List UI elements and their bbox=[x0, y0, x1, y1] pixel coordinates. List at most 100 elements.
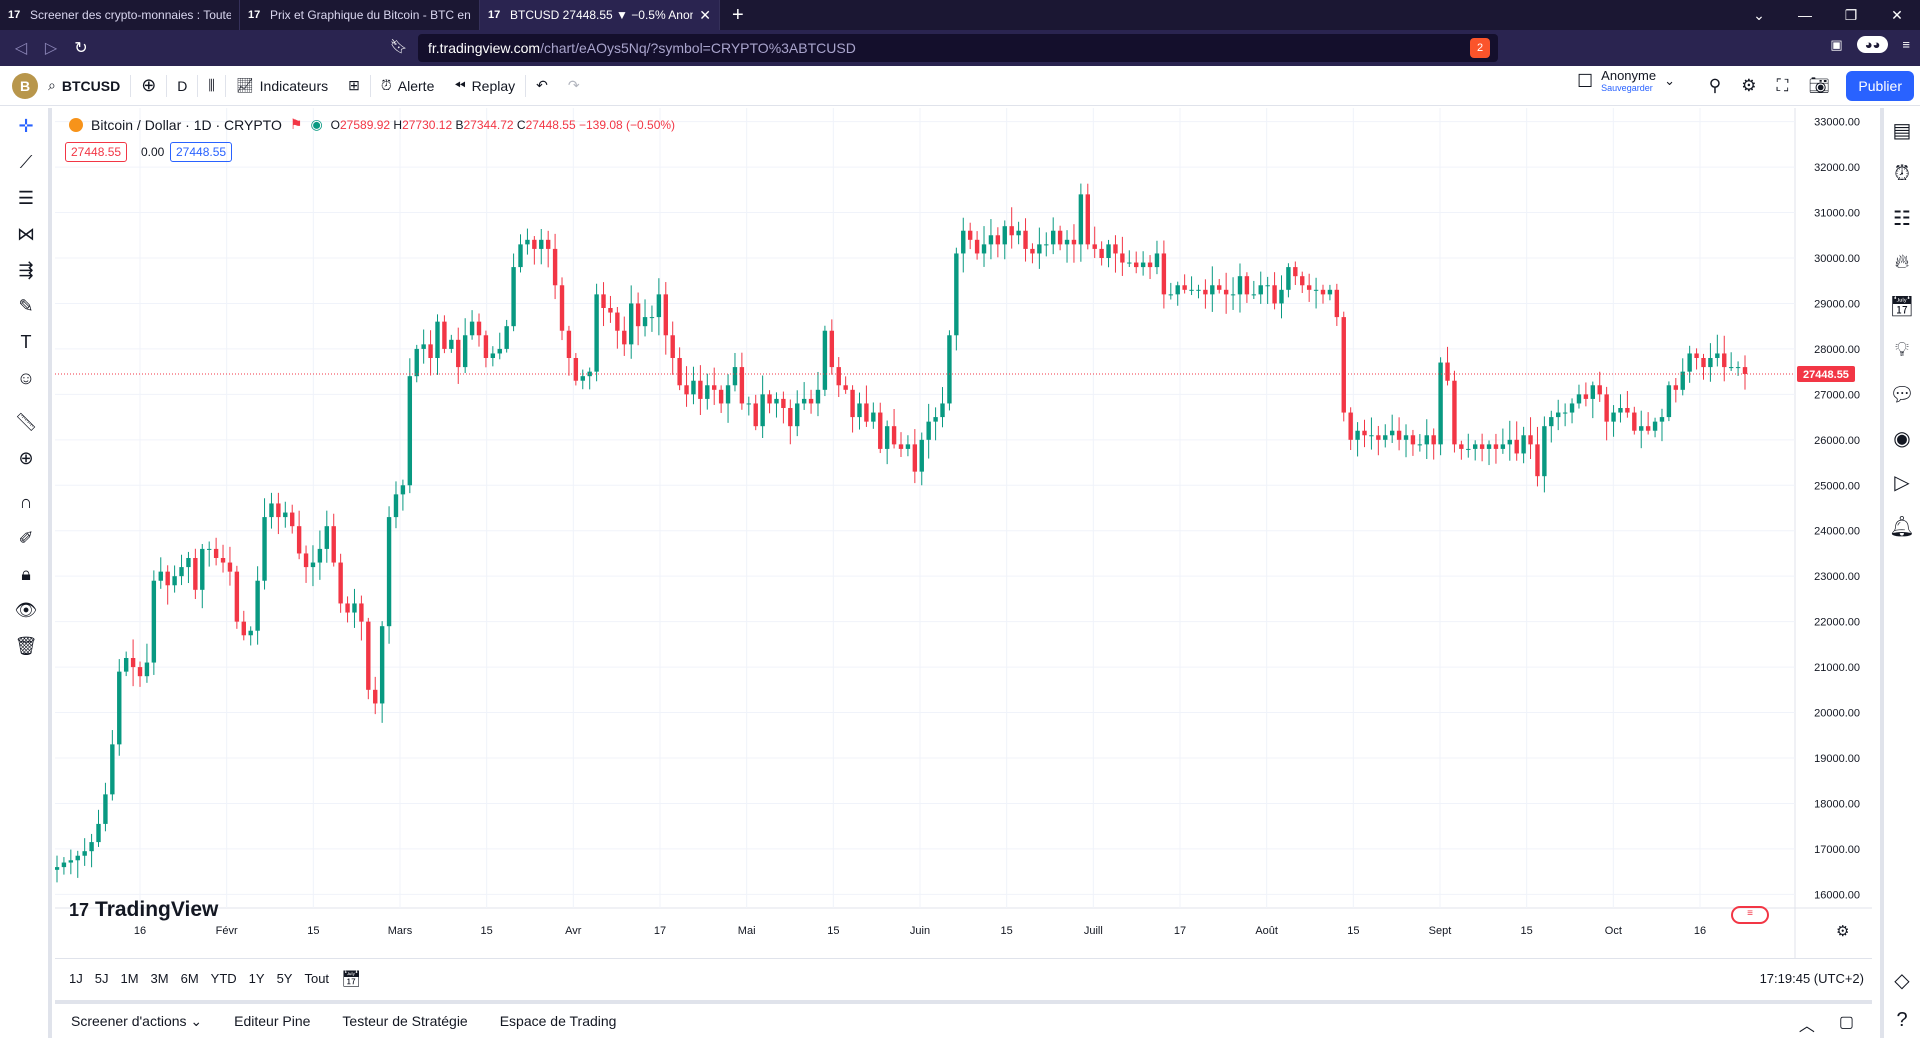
ideas-icon[interactable]: 💡︎ bbox=[1895, 338, 1909, 361]
forward-icon[interactable]: ▷ bbox=[44, 40, 58, 57]
brush-icon[interactable]: ✎ bbox=[18, 295, 34, 316]
flag-icon[interactable]: ⚑ bbox=[289, 116, 303, 132]
bell-icon[interactable]: 🔔︎ bbox=[1889, 515, 1915, 538]
trendline-icon[interactable]: ⟋ bbox=[19, 151, 33, 172]
new-tab-button[interactable]: + bbox=[732, 3, 744, 26]
broadcast-icon[interactable]: ▷ bbox=[1894, 471, 1910, 494]
layouts-button[interactable]: ⊞ bbox=[338, 66, 370, 106]
clock-timezone[interactable]: 17:19:45 (UTC+2) bbox=[1759, 971, 1864, 986]
gear-icon[interactable]: ⚙︎ bbox=[1741, 76, 1757, 95]
candle-body bbox=[179, 567, 184, 577]
tab-pine-editor[interactable]: Editeur Pine bbox=[234, 1013, 311, 1029]
stay-drawing-icon[interactable]: ✐ bbox=[18, 527, 34, 548]
fullscreen-icon[interactable]: ⛶ bbox=[1776, 76, 1789, 95]
undo-button[interactable]: ↶ bbox=[526, 66, 558, 106]
candle-body bbox=[1632, 412, 1637, 431]
calendar-icon[interactable]: 📅︎ bbox=[1889, 295, 1915, 318]
quick-search-icon[interactable]: ⚲ bbox=[1708, 76, 1722, 95]
camera-icon[interactable]: 📷︎ bbox=[1808, 76, 1830, 95]
back-icon[interactable]: ◁ bbox=[14, 40, 28, 57]
sell-button[interactable]: 27448.55 bbox=[65, 142, 128, 162]
alarm-clock-icon[interactable]: ⏰︎ bbox=[1894, 162, 1910, 185]
hotlist-icon[interactable]: 🔥︎ bbox=[1894, 250, 1910, 273]
minimize-icon[interactable]: — bbox=[1798, 7, 1812, 23]
help-icon[interactable]: ? bbox=[1896, 1008, 1908, 1031]
candle-body bbox=[483, 335, 489, 358]
emoji-icon[interactable]: ☺ bbox=[16, 367, 36, 388]
close-tab-icon[interactable]: ✕ bbox=[699, 6, 711, 23]
fib-icon[interactable]: ☰ bbox=[17, 187, 35, 208]
compare-button[interactable]: ⊕ bbox=[131, 66, 166, 106]
tab-trading-panel[interactable]: Espace de Trading bbox=[499, 1013, 617, 1029]
add-list-icon[interactable]: ☷ bbox=[1893, 207, 1911, 230]
candle-body bbox=[1396, 430, 1402, 440]
bookmark-icon[interactable]: 🔖︎ bbox=[390, 38, 408, 54]
time-tick-label: Mars bbox=[388, 925, 413, 937]
avatar[interactable]: B bbox=[12, 72, 38, 99]
browser-tab-2[interactable]: 17 Prix et Graphique du Bitcoin - BTC en … bbox=[240, 0, 480, 30]
indicators-button[interactable]: 📈︎ Indicateurs bbox=[235, 77, 329, 94]
menu-icon[interactable]: ≡ bbox=[1902, 37, 1910, 52]
candle-body bbox=[539, 239, 544, 249]
tab-screener[interactable]: Screener d'actions ⌄ bbox=[71, 1012, 203, 1029]
range-5d[interactable]: 5J bbox=[94, 971, 109, 986]
range-ytd[interactable]: YTD bbox=[210, 971, 237, 986]
goto-date-icon[interactable]: 📅︎ bbox=[341, 970, 362, 988]
trash-icon[interactable]: 🗑︎ bbox=[14, 635, 38, 656]
range-5y[interactable]: 5Y bbox=[276, 971, 293, 986]
text-icon[interactable]: T bbox=[20, 331, 32, 352]
axis-settings-icon[interactable]: ⚙ bbox=[1836, 922, 1849, 940]
chart-type-button[interactable]: ⫼ bbox=[198, 66, 224, 106]
layout-name-button[interactable]: ☐ Anonyme Sauvegarder ⌄ bbox=[1577, 68, 1675, 94]
pattern-icon[interactable]: ⋈ bbox=[17, 223, 35, 244]
time-tick-label: Mai bbox=[738, 925, 756, 937]
replay-button[interactable]: ⏪︎ Replay bbox=[454, 77, 516, 94]
candle-body bbox=[1604, 394, 1609, 422]
candle-body bbox=[1383, 435, 1388, 440]
buy-button[interactable]: 27448.55 bbox=[170, 142, 233, 162]
candle-body bbox=[1306, 285, 1312, 290]
private-glasses-icon[interactable]: ◕◕ bbox=[1856, 36, 1889, 53]
layers-icon[interactable]: ◇ bbox=[1894, 969, 1910, 992]
range-1d[interactable]: 1J bbox=[69, 971, 83, 986]
watchlist-icon[interactable]: ▤ bbox=[1892, 119, 1912, 142]
interval-button[interactable]: D bbox=[177, 77, 188, 94]
tab-strategy-tester[interactable]: Testeur de Stratégie bbox=[342, 1013, 468, 1029]
ruler-icon[interactable]: 📏︎ bbox=[14, 411, 38, 432]
range-1m[interactable]: 1M bbox=[120, 971, 139, 986]
range-6m[interactable]: 6M bbox=[180, 971, 199, 986]
symbol-search-button[interactable]: ⌕ BTCUSD bbox=[48, 77, 121, 94]
lock-icon[interactable]: 🔒︎ bbox=[21, 563, 31, 584]
eye-icon[interactable]: 👁︎ bbox=[14, 599, 38, 620]
publish-button[interactable]: Publier bbox=[1846, 71, 1914, 101]
url-field[interactable]: fr.tradingview.com/chart/eAOys5Nq/?symbo… bbox=[418, 34, 1498, 62]
maximize-panel-icon[interactable]: ▢ bbox=[1838, 1014, 1854, 1031]
tab-list-icon[interactable]: ⌄ bbox=[1753, 6, 1765, 23]
chevron-up-icon[interactable]: ︿ bbox=[1798, 1018, 1815, 1035]
last-price-label: 27448.55 bbox=[1803, 369, 1849, 381]
sidebar-icon[interactable]: ▣ bbox=[1830, 36, 1843, 52]
range-1y[interactable]: 1Y bbox=[248, 971, 265, 986]
zoom-in-icon[interactable]: ⊕ bbox=[18, 447, 34, 468]
candle-body bbox=[1500, 444, 1506, 449]
streams-icon[interactable]: ◉ bbox=[1893, 427, 1911, 450]
crosshair-icon[interactable]: ✛ bbox=[18, 115, 34, 136]
range-3m[interactable]: 3M bbox=[150, 971, 169, 986]
browser-tab-1[interactable]: 17 Screener des crypto-monnaies : Toutes bbox=[0, 0, 240, 30]
search-icon: ⌕ bbox=[48, 77, 56, 93]
reload-icon[interactable]: ↻ bbox=[74, 40, 88, 57]
candlestick-chart[interactable]: 33000.00 32000.00 31000.00 30000.00 29000.00… bbox=[54, 108, 1872, 958]
redo-button[interactable]: ↷ bbox=[558, 66, 590, 106]
magnet-icon[interactable]: ∩ bbox=[19, 491, 33, 512]
close-window-icon[interactable]: ✕ bbox=[1891, 6, 1903, 23]
chat-icon[interactable]: 💬︎ bbox=[1889, 383, 1915, 406]
alert-button[interactable]: ⏰︎ Alerte bbox=[380, 77, 435, 94]
brave-shield-icon[interactable]: 2 bbox=[1470, 38, 1490, 58]
maximize-icon[interactable]: ❐ bbox=[1844, 6, 1858, 23]
chart-pane[interactable]: 33000.00 32000.00 31000.00 30000.00 29000.00… bbox=[54, 108, 1872, 958]
browser-tab-3[interactable]: 17 BTCUSD 27448.55 ▼ −0.5% Anon ✕ bbox=[480, 0, 720, 30]
forecast-icon[interactable]: ⇶ bbox=[18, 259, 34, 280]
us-flag-icon[interactable]: ≡ bbox=[1731, 906, 1769, 924]
range-all[interactable]: Tout bbox=[304, 971, 330, 986]
candle-body bbox=[1009, 226, 1014, 236]
